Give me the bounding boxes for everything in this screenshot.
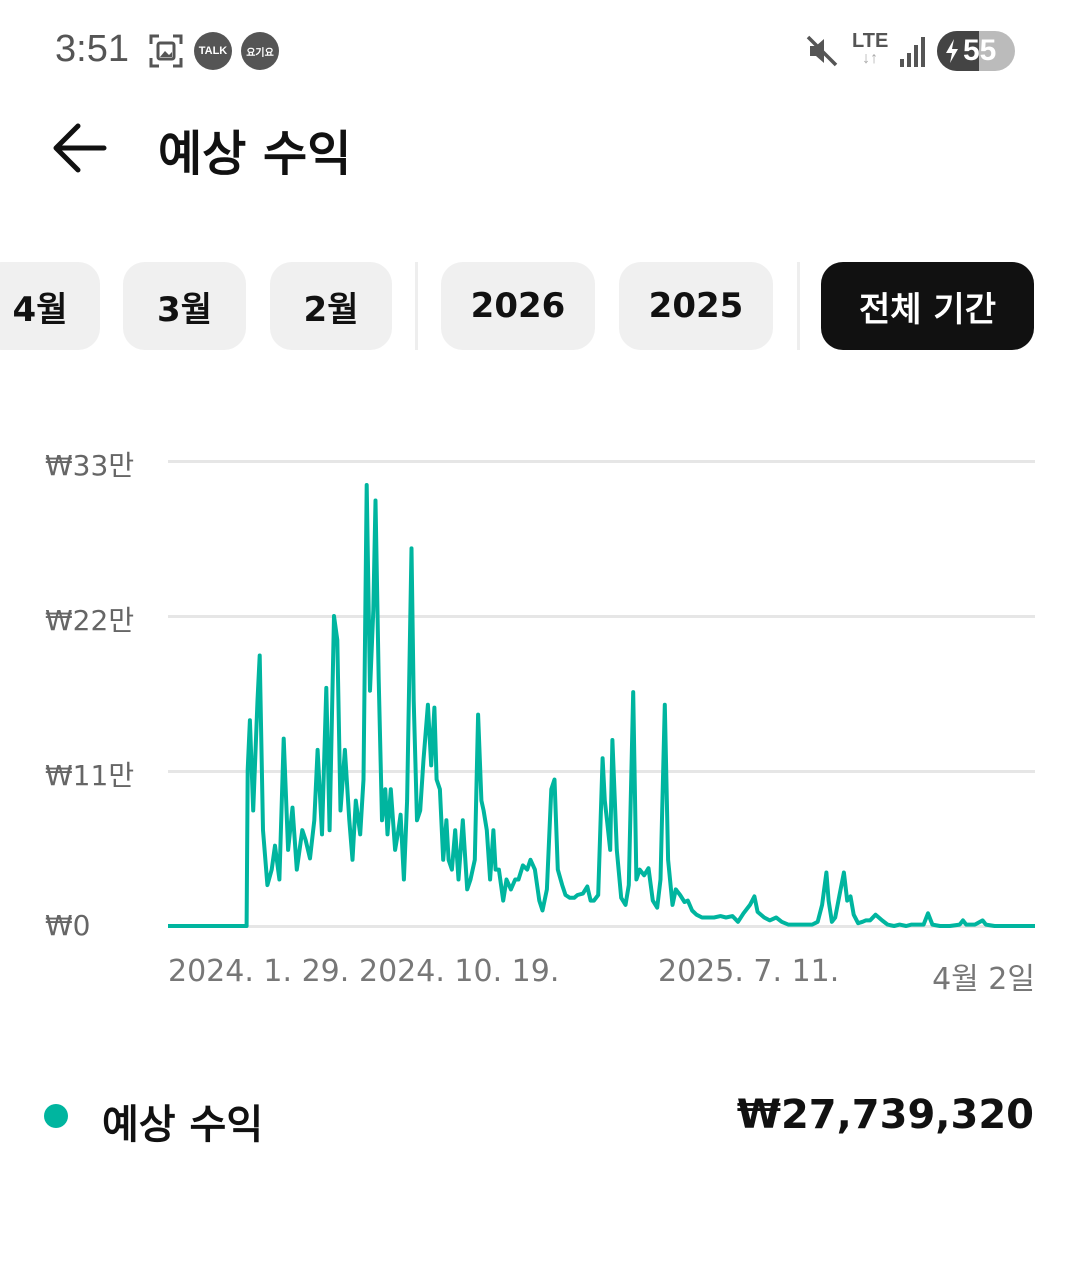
mute-icon <box>806 35 838 67</box>
y-tick-label: ₩0 <box>45 909 91 942</box>
x-tick-label: 4월 2일 <box>932 962 1035 997</box>
legend-dot <box>44 1104 68 1128</box>
chip-march[interactable]: 3월 <box>123 262 246 350</box>
yogiyo-label: 요기요 <box>246 47 274 59</box>
yogiyo-icon: 요기요 <box>241 32 279 70</box>
x-tick-label: 2024. 1. 29. <box>168 954 350 989</box>
lte-icon: LTE ↓↑ <box>852 30 889 67</box>
kakaotalk-icon: TALK <box>194 32 232 70</box>
y-tick-label: ₩33만 <box>45 449 135 482</box>
battery-charging-icon: 55 <box>937 31 1015 71</box>
y-tick-label: ₩11만 <box>45 759 135 792</box>
chip-2025[interactable]: 2025 <box>619 262 773 350</box>
status-bar: 3:51 TALK 요기요 LTE ↓↑ 55 <box>0 0 1080 100</box>
chip-2026[interactable]: 2026 <box>441 262 595 350</box>
chip-all-period[interactable]: 전체 기간 <box>821 262 1034 350</box>
y-tick-label: ₩22만 <box>45 604 135 637</box>
chip-divider <box>797 262 800 350</box>
x-tick-label: 2025. 7. 11. <box>658 954 840 989</box>
gridline-33man <box>168 460 1035 463</box>
chip-divider <box>415 262 418 350</box>
series-line-expected-revenue <box>168 483 1035 928</box>
page-title: 예상 수익 <box>158 126 352 182</box>
screenshot-icon <box>149 34 183 68</box>
arrow-left-icon[interactable] <box>50 122 108 174</box>
chip-april[interactable]: 4월 <box>0 262 100 350</box>
gridline-11man <box>168 770 1035 773</box>
chip-february[interactable]: 2월 <box>270 262 392 350</box>
gridline-0 <box>168 925 1035 928</box>
legend-label: 예상 수익 <box>102 1102 264 1148</box>
talk-label: TALK <box>198 45 228 57</box>
battery-level: 55 <box>963 34 997 67</box>
network-label: LTE <box>852 30 889 52</box>
signal-icon <box>900 37 925 67</box>
x-tick-label: 2024. 10. 19. <box>359 954 560 989</box>
total-amount: ₩27,739,320 <box>736 1092 1034 1138</box>
status-time: 3:51 <box>55 28 129 70</box>
gridline-22man <box>168 615 1035 618</box>
